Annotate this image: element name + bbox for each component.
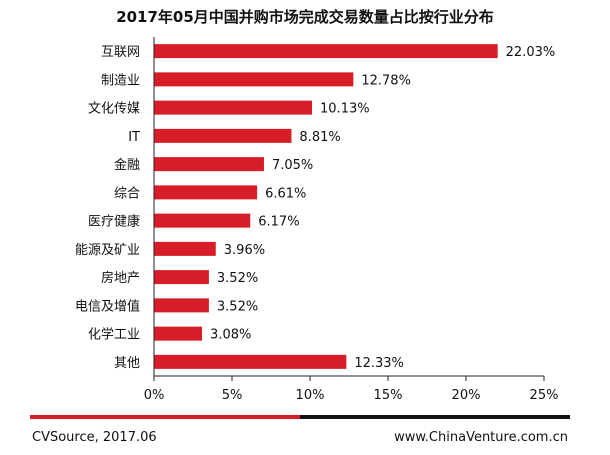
bar xyxy=(154,100,313,115)
data-label: 3.52% xyxy=(217,271,258,286)
bar xyxy=(154,185,258,200)
bar xyxy=(154,157,264,172)
footer-rule-black xyxy=(300,415,570,419)
category-label: 互联网 xyxy=(101,45,140,60)
category-label: 化学工业 xyxy=(88,327,140,343)
bar xyxy=(154,354,347,369)
category-label: 文化传媒 xyxy=(88,102,140,117)
bar xyxy=(154,128,292,143)
data-label: 6.17% xyxy=(258,215,299,230)
footer-source: CVSource, 2017.06 xyxy=(32,430,157,445)
bar xyxy=(154,44,498,59)
bar xyxy=(154,72,354,87)
chart-title: 2017年05月中国并购市场完成交易数量占比按行业分布 xyxy=(116,8,494,26)
x-tick-label: 10% xyxy=(296,388,325,403)
x-tick-label: 25% xyxy=(530,388,559,403)
data-label: 3.08% xyxy=(210,328,251,343)
data-label: 12.78% xyxy=(361,73,411,88)
category-label: 能源及矿业 xyxy=(75,243,140,258)
category-label: 制造业 xyxy=(101,73,140,88)
footer-website: www.ChinaVenture.com.cn xyxy=(394,430,568,445)
x-tick-label: 5% xyxy=(222,388,243,403)
x-tick-label: 0% xyxy=(144,388,165,403)
data-label: 12.33% xyxy=(354,356,404,371)
data-label: 3.96% xyxy=(224,243,265,258)
data-label: 22.03% xyxy=(506,45,556,60)
x-tick-label: 20% xyxy=(452,388,481,403)
category-label: 金融 xyxy=(114,157,140,173)
category-label: 其他 xyxy=(114,356,140,371)
x-ticks: 0% 5% 10% 15% 20% 25% xyxy=(144,376,559,403)
bar xyxy=(154,326,203,341)
data-label: 6.61% xyxy=(265,186,306,201)
category-label: IT xyxy=(128,130,140,145)
category-label: 医疗健康 xyxy=(88,214,140,230)
category-label: 房地产 xyxy=(101,270,140,286)
category-label: 电信及增值 xyxy=(75,298,140,314)
data-label: 8.81% xyxy=(299,130,340,145)
data-label: 10.13% xyxy=(320,102,370,117)
bar xyxy=(154,213,251,228)
category-label: 综合 xyxy=(114,186,140,201)
bar xyxy=(154,270,209,285)
x-tick-label: 15% xyxy=(374,388,403,403)
bar xyxy=(154,241,216,256)
bar xyxy=(154,298,209,313)
footer-rule-red xyxy=(30,415,300,419)
bars-layer: 互联网 22.03% 制造业 12.78% 文化传媒 10.13% IT 8.81% 金融 7.0… xyxy=(75,44,555,371)
data-label: 3.52% xyxy=(217,299,258,314)
data-label: 7.05% xyxy=(272,158,313,173)
